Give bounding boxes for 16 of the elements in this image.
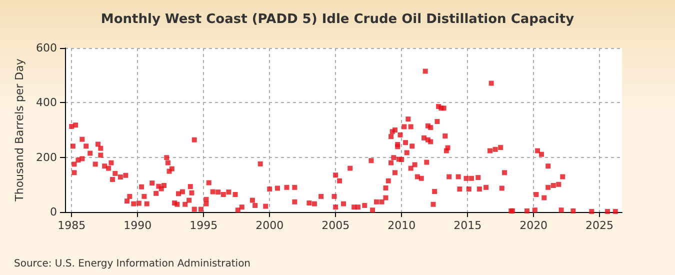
x-tick-label: 2005 bbox=[322, 219, 350, 232]
y-axis-title: Thousand Barrels per Day bbox=[13, 58, 26, 202]
x-tick-label: 1985 bbox=[58, 219, 86, 232]
x-tick-label: 1995 bbox=[190, 219, 218, 232]
y-tick-label: 600 bbox=[36, 42, 57, 54]
x-tick-label: 2025 bbox=[586, 219, 614, 232]
y-tick-label: 0 bbox=[50, 206, 57, 218]
x-tick-label: 2010 bbox=[388, 219, 416, 232]
x-tick-label: 2020 bbox=[520, 219, 548, 232]
x-tick-label: 2000 bbox=[256, 219, 284, 232]
source-note: Source: U.S. Energy Information Administration bbox=[14, 258, 251, 270]
x-tick-label: 1990 bbox=[124, 219, 152, 232]
y-tick-label: 400 bbox=[36, 96, 57, 110]
chart-title: Monthly West Coast (PADD 5) Idle Crude Oil Distillation Capacity bbox=[100, 12, 575, 27]
x-tick-label: 2015 bbox=[454, 219, 482, 232]
y-tick-label: 200 bbox=[36, 150, 57, 164]
